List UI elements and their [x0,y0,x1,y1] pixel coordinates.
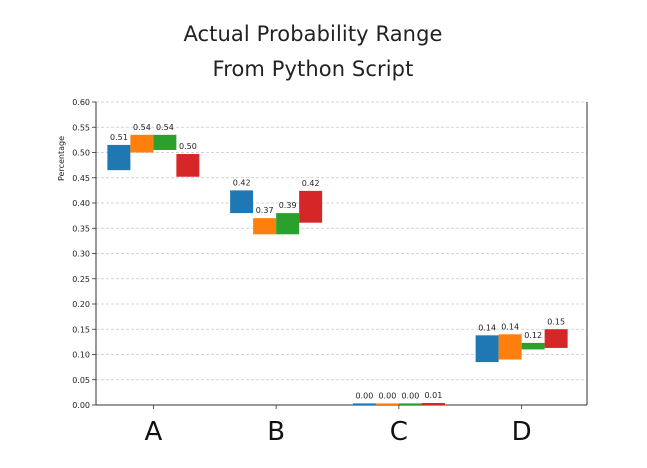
bar [153,134,177,150]
chart-title-line-1: Actual Probability Range [183,22,443,46]
y-tick-label: 0.10 [72,351,90,360]
bar [253,218,277,235]
y-tick-label: 0.60 [72,98,90,107]
grid-lines [96,101,587,406]
bar [107,144,131,171]
bar [276,213,300,235]
bar-value-label: 0.00 [401,391,419,400]
bar [421,402,445,405]
bar-value-label: 0.54 [156,123,174,132]
bar [475,335,499,363]
bar [230,190,254,214]
bar [299,190,323,223]
bar [352,403,376,405]
y-tick-label: 0.50 [72,149,90,158]
bar-value-label: 0.12 [524,331,542,340]
bar [521,342,545,350]
bar-value-label: 0.00 [355,391,373,400]
bar [176,154,200,177]
bar [375,403,399,405]
bar [498,334,522,360]
y-tick-label: 0.00 [72,401,90,410]
y-tick-label: 0.15 [72,325,90,334]
bar [398,403,422,405]
bar-value-label: 0.14 [501,322,519,331]
y-tick-label: 0.05 [72,376,90,385]
x-category-label: C [390,417,408,447]
x-category-label: B [267,417,285,447]
bar-value-label: 0.37 [256,206,274,215]
bar-value-label: 0.00 [378,391,396,400]
y-tick-label: 0.55 [72,123,90,132]
bar-value-label: 0.01 [424,391,442,400]
bars [107,134,568,405]
y-axis-label: Percentage [57,136,66,181]
bar-value-label: 0.39 [279,201,297,210]
y-tick-label: 0.25 [72,275,90,284]
bar-value-label: 0.15 [547,317,565,326]
y-tick-label: 0.35 [72,224,90,233]
x-category-label: A [144,417,162,447]
value-labels: 0.51 0.54 0.54 0.50 0.42 0.37 0.39 0.42 0.00 0.00… [110,123,565,401]
chart-title-line-2: From Python Script [212,57,414,81]
y-tick-label: 0.30 [72,250,90,259]
y-tick-label: 0.45 [72,174,90,183]
bar [544,329,568,348]
bar-value-label: 0.54 [133,123,151,132]
axes: 0.00 0.05 0.10 0.15 0.20 0.25 0.30 0.35 0.40 0.45… [72,98,588,447]
bar-value-label: 0.50 [179,142,197,151]
x-category-label: D [512,417,532,447]
y-tick-label: 0.40 [72,199,90,208]
y-tick-label: 0.20 [72,300,90,309]
bar-value-label: 0.42 [233,178,251,187]
bar [130,134,154,153]
bar-value-label: 0.42 [302,179,320,188]
bar-value-label: 0.14 [478,323,496,332]
bar-value-label: 0.51 [110,133,128,142]
